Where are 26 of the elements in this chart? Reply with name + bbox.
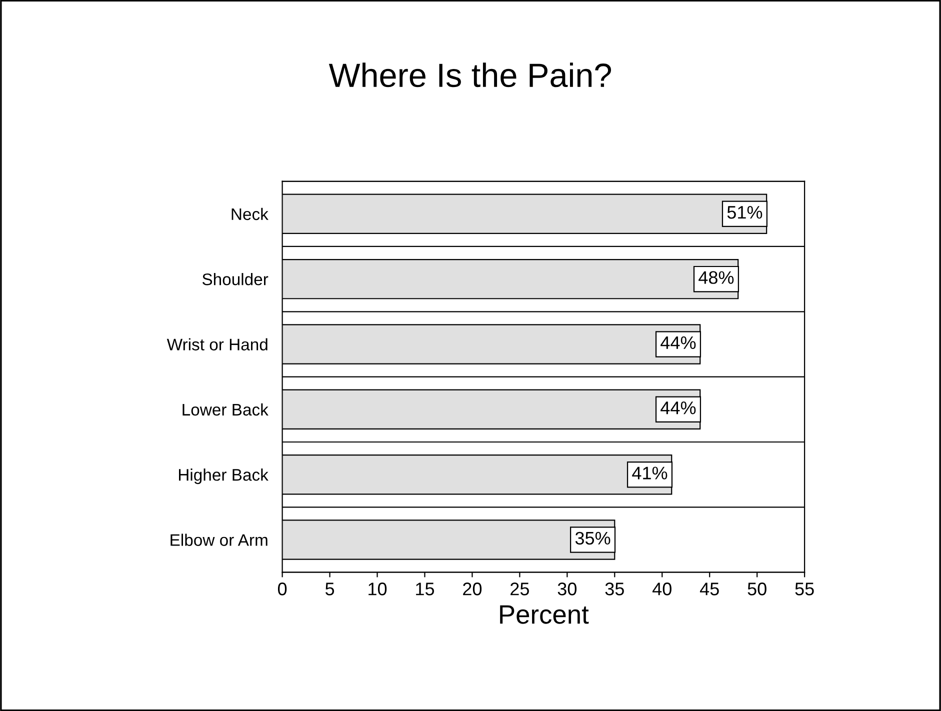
x-tick-label: 35 xyxy=(605,582,624,596)
x-tick-label: 10 xyxy=(368,582,387,596)
x-tick-label: 50 xyxy=(748,582,766,596)
data-label: 41% xyxy=(632,466,668,480)
x-tick-label: 40 xyxy=(652,582,672,596)
data-label: 51% xyxy=(727,206,762,219)
x-tick-label: 5 xyxy=(325,582,334,596)
data-label: 48% xyxy=(698,271,734,284)
data-label: 35% xyxy=(575,532,610,545)
chart-title: Where Is the Pain? xyxy=(328,62,612,88)
x-tick-label: 20 xyxy=(463,582,482,596)
y-tick-label: Higher Back xyxy=(179,468,268,484)
y-tick-label: Neck xyxy=(232,208,268,220)
x-tick-label: 30 xyxy=(558,582,577,596)
y-tick-label: Shoulder xyxy=(202,273,268,286)
x-tick-label: 25 xyxy=(510,582,529,596)
y-tick-label: Lower Back xyxy=(182,403,268,416)
x-tick-label: 0 xyxy=(278,582,287,596)
x-tick-label: 55 xyxy=(795,582,814,596)
data-label: 44% xyxy=(660,402,696,414)
x-axis-title: Percent xyxy=(500,605,589,624)
x-tick-label: 45 xyxy=(700,582,719,596)
x-tick-label: 15 xyxy=(416,582,434,596)
data-label: 44% xyxy=(660,336,696,350)
y-tick-label: Wrist or Hand xyxy=(166,338,268,350)
y-tick-label: Elbow or Arm xyxy=(170,534,268,546)
